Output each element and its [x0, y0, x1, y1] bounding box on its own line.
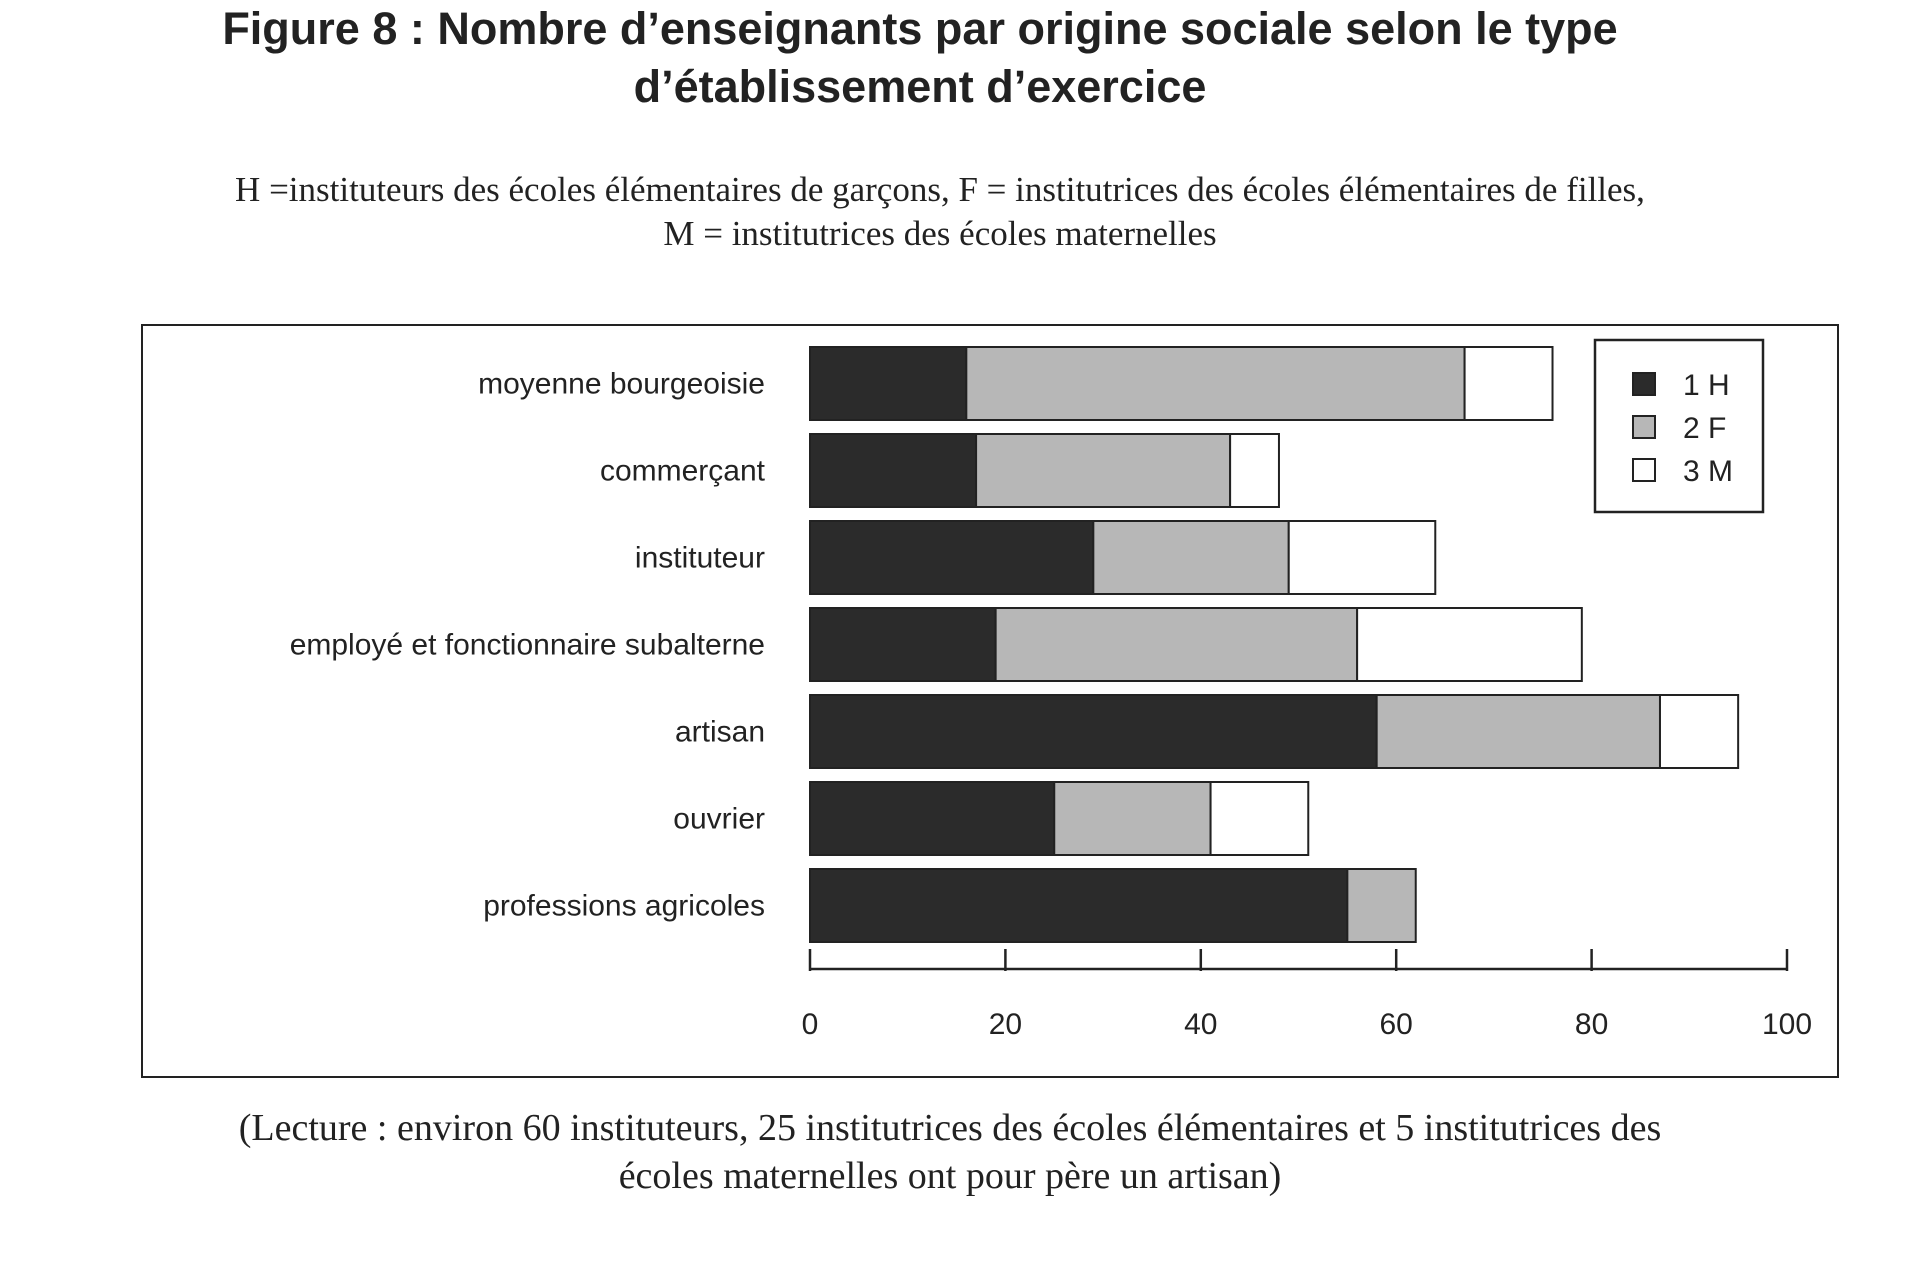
x-tick-label: 80: [1575, 1008, 1608, 1041]
bar-m-1: [1229, 433, 1280, 508]
figure-caption: (Lecture : environ 60 instituteurs, 25 i…: [100, 1104, 1800, 1200]
figure-caption-line-2: écoles maternelles ont pour père un arti…: [618, 1155, 1282, 1197]
bar-m-0: [1463, 346, 1554, 421]
bar-f-6: [1346, 868, 1417, 943]
bar-f-4: [1375, 694, 1661, 769]
bar-f-2: [1092, 520, 1290, 595]
bar-h-1: [809, 433, 978, 508]
x-tick-label: 0: [802, 1008, 819, 1041]
figure-title-line-2: d’établissement d’exercice: [633, 61, 1207, 112]
legend-label-f: 2 F: [1683, 412, 1726, 445]
category-label: instituteur: [635, 542, 765, 575]
bar-h-0: [809, 346, 968, 421]
bar-m-3: [1356, 607, 1583, 682]
legend-label-m: 3 M: [1683, 455, 1733, 488]
figure-subtitle-line-1: H =instituteurs des écoles élémentaires …: [235, 170, 1645, 209]
bar-h-3: [809, 607, 997, 682]
figure-title: Figure 8 : Nombre d’enseignants par orig…: [90, 0, 1750, 116]
bar-h-2: [809, 520, 1095, 595]
x-tick-label: 20: [989, 1008, 1022, 1041]
bar-m-5: [1209, 781, 1310, 856]
bar-f-5: [1053, 781, 1212, 856]
legend-box: [1593, 338, 1765, 514]
legend-label-h: 1 H: [1683, 369, 1730, 402]
x-tick-label: 100: [1762, 1008, 1812, 1041]
category-label: employé et fonctionnaire subalterne: [290, 629, 765, 662]
category-label: artisan: [675, 716, 765, 749]
x-tick-label: 40: [1184, 1008, 1217, 1041]
legend-swatch-f: [1632, 415, 1656, 439]
bar-h-4: [809, 694, 1378, 769]
bar-m-4: [1658, 694, 1740, 769]
x-tick-label: 60: [1380, 1008, 1413, 1041]
figure-title-line-1: Figure 8 : Nombre d’enseignants par orig…: [222, 3, 1618, 54]
bar-f-3: [994, 607, 1359, 682]
category-label: commerçant: [600, 455, 766, 488]
bar-f-1: [975, 433, 1232, 508]
bar-f-0: [965, 346, 1466, 421]
bar-m-2: [1287, 520, 1437, 595]
category-label: ouvrier: [673, 803, 765, 836]
legend-swatch-m: [1632, 458, 1656, 482]
category-label: professions agricoles: [483, 890, 765, 923]
figure-caption-line-1: (Lecture : environ 60 instituteurs, 25 i…: [238, 1107, 1662, 1149]
figure-subtitle: H =instituteurs des écoles élémentaires …: [60, 168, 1820, 256]
category-label: moyenne bourgeoisie: [478, 368, 765, 401]
figure-subtitle-line-2: M = institutrices des écoles maternelles: [663, 214, 1217, 253]
bar-h-6: [809, 868, 1349, 943]
legend-swatch-h: [1632, 372, 1656, 396]
chart-frame: [141, 324, 1839, 1078]
bar-h-5: [809, 781, 1056, 856]
